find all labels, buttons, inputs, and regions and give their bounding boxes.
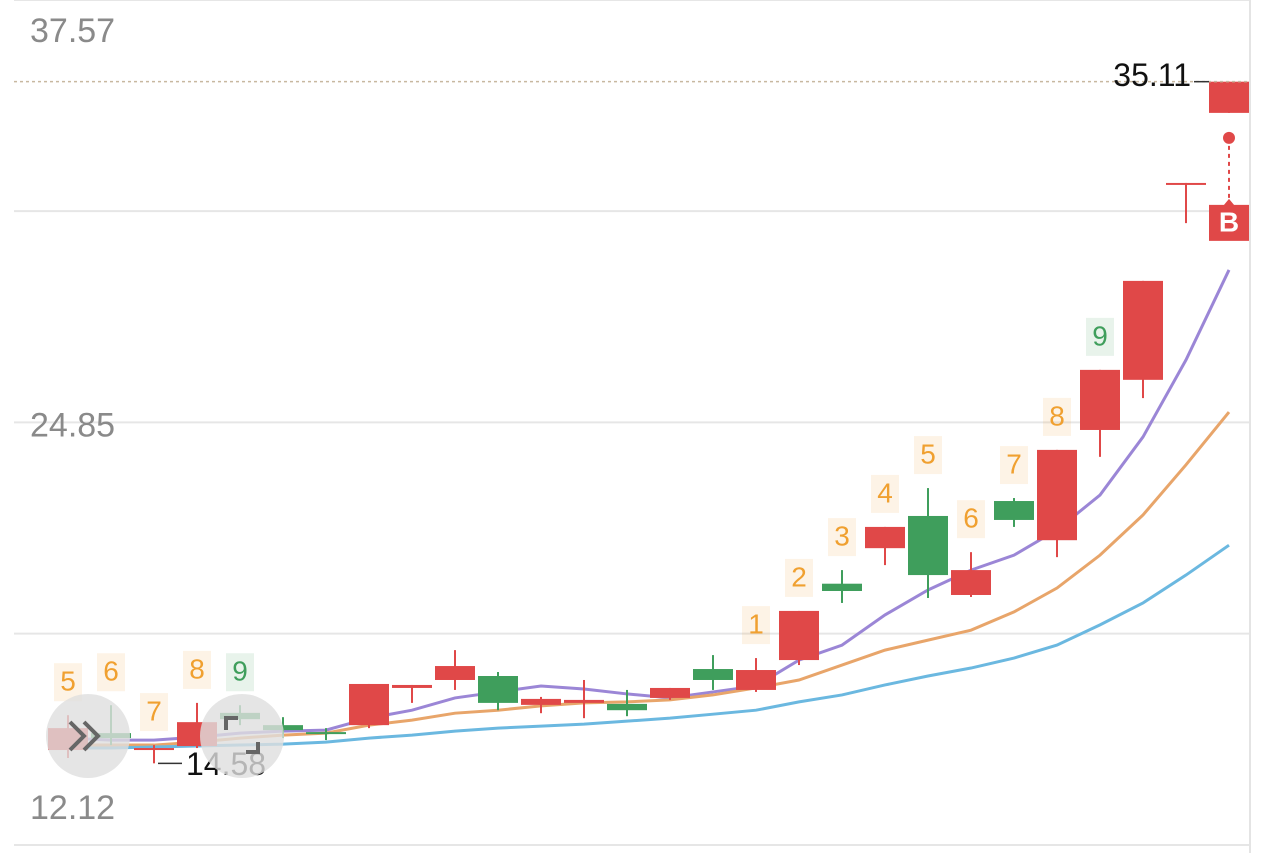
candle	[650, 687, 690, 700]
candle-body	[650, 687, 690, 698]
candle-body	[693, 669, 733, 680]
candle	[822, 570, 862, 603]
candle-body	[1037, 449, 1077, 541]
candle-body	[306, 732, 346, 735]
candle	[1166, 182, 1206, 224]
candle-body	[521, 698, 561, 705]
collapse-icon	[68, 720, 101, 752]
annotation-label: 9	[1092, 320, 1108, 351]
candle-body	[822, 583, 862, 592]
candle	[349, 683, 389, 729]
candle-body	[564, 699, 604, 703]
candle-body	[736, 670, 776, 690]
candle-body	[392, 684, 432, 688]
annotation-bg	[140, 693, 168, 732]
annotation-label: 7	[1006, 448, 1022, 479]
candle-body	[435, 666, 475, 680]
high-label: 35.11	[1113, 57, 1191, 93]
annotation-bg	[914, 436, 942, 475]
annotation-label: 7	[146, 695, 162, 726]
nav-icons[interactable]	[46, 694, 284, 778]
annotation-label: 5	[60, 666, 76, 697]
annotation-bg	[785, 558, 813, 597]
candle	[435, 650, 475, 690]
candle-body	[1209, 81, 1249, 113]
range-button[interactable]	[200, 694, 284, 778]
candle-body	[951, 570, 991, 595]
candle	[1209, 81, 1249, 113]
candle-body	[607, 703, 647, 711]
candle-body	[478, 676, 518, 703]
candle-body	[908, 515, 948, 576]
candle	[908, 488, 948, 598]
candle-body	[1123, 280, 1163, 380]
candle-body	[134, 748, 174, 751]
candle	[521, 696, 561, 714]
candle	[564, 679, 604, 719]
annotation-label: 2	[791, 561, 807, 592]
annotation-label: 3	[834, 520, 850, 551]
candle-body	[1080, 369, 1120, 430]
candle-body	[779, 610, 819, 661]
candle	[607, 689, 647, 717]
annotation-bg	[1000, 446, 1028, 485]
annotation-bg	[957, 500, 985, 539]
annotation-label: 6	[103, 656, 119, 687]
candle	[779, 610, 819, 666]
y-tick-label: 12.12	[30, 789, 115, 827]
candle-body	[1166, 182, 1206, 185]
annotation-bg	[226, 653, 254, 692]
annotation-label: 5	[920, 438, 936, 469]
range-icon	[224, 716, 260, 754]
annotation-label: 4	[877, 477, 893, 508]
candle	[1123, 280, 1163, 399]
candle	[306, 728, 346, 741]
candle-body	[349, 683, 389, 726]
candle	[1080, 369, 1120, 457]
annotation-label: 6	[963, 503, 979, 534]
candle	[736, 658, 776, 692]
candle	[392, 684, 432, 703]
candle-body	[994, 501, 1034, 520]
candle	[994, 498, 1034, 527]
collapse-button[interactable]	[46, 694, 130, 778]
candle	[478, 672, 518, 711]
annotation-bg	[1086, 317, 1114, 356]
annotation-bg	[742, 606, 770, 645]
signal-label: B	[1219, 206, 1239, 237]
annotation-label: 8	[189, 653, 205, 684]
candle-body	[865, 526, 905, 549]
annotation-bg	[828, 518, 856, 557]
annotation-bg	[871, 474, 899, 513]
annotation-label: 8	[1049, 400, 1065, 431]
candle	[951, 552, 991, 597]
candle	[1037, 449, 1077, 558]
annotation-bg	[97, 653, 125, 692]
annotation-bg	[1043, 397, 1071, 436]
annotation-bg	[183, 650, 211, 689]
y-tick-label: 24.85	[30, 406, 115, 444]
candle	[865, 526, 905, 566]
candle	[693, 655, 733, 690]
annotation-label: 1	[748, 608, 764, 639]
signal-badge	[1209, 198, 1249, 241]
candle	[134, 745, 174, 764]
annotation-label: 9	[232, 656, 248, 687]
y-tick-label: 37.57	[30, 12, 115, 50]
annotation-bg	[54, 663, 82, 702]
